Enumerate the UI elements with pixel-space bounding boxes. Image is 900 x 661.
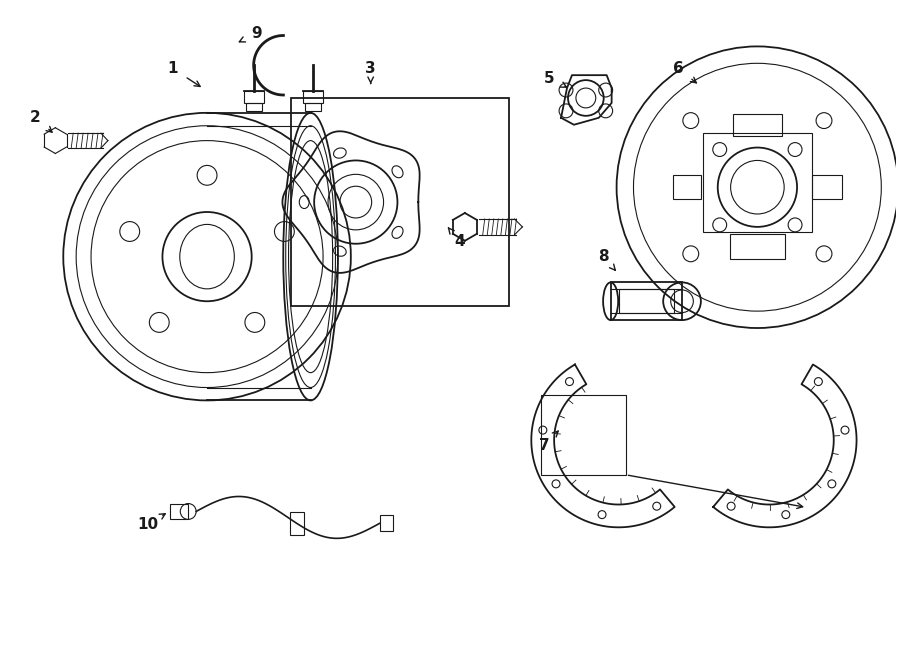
- Text: 5: 5: [544, 71, 554, 86]
- Bar: [244, 91, 264, 103]
- Bar: [290, 512, 304, 535]
- Bar: [170, 504, 188, 520]
- Bar: [292, 98, 509, 306]
- Text: 8: 8: [598, 249, 609, 264]
- Bar: [733, 114, 782, 136]
- Text: 2: 2: [30, 110, 40, 126]
- Bar: [703, 133, 812, 232]
- Bar: [380, 516, 393, 531]
- Text: 10: 10: [137, 517, 158, 532]
- Bar: [303, 91, 323, 103]
- Bar: [812, 175, 842, 199]
- Text: 9: 9: [251, 26, 262, 41]
- Bar: [246, 103, 262, 111]
- Text: 4: 4: [454, 234, 465, 249]
- Bar: [610, 282, 682, 320]
- Text: 6: 6: [672, 61, 683, 76]
- Bar: [305, 103, 321, 111]
- Bar: [618, 290, 674, 313]
- Text: 3: 3: [365, 61, 376, 76]
- Text: 7: 7: [539, 438, 550, 453]
- Bar: [541, 395, 626, 475]
- Text: 1: 1: [167, 61, 177, 76]
- Bar: [673, 175, 701, 199]
- Bar: [730, 234, 785, 258]
